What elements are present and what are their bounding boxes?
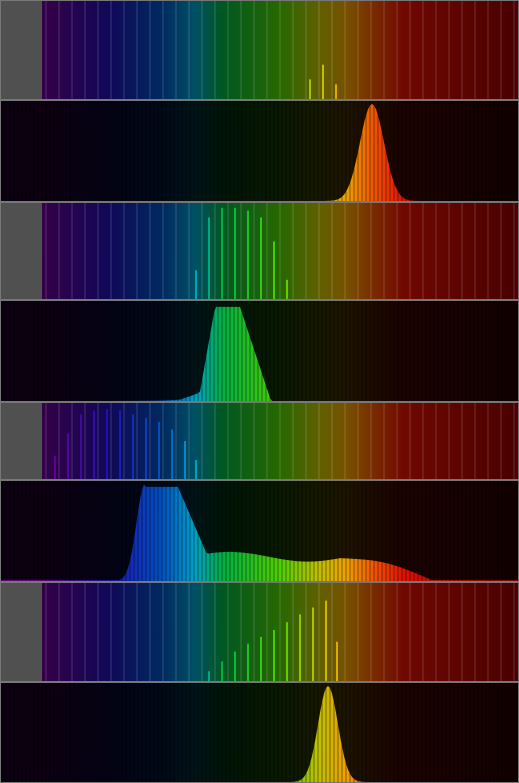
panel-gutter xyxy=(0,403,42,479)
spectrum-panel xyxy=(0,480,519,582)
panel-gutter xyxy=(0,1,42,99)
spectrum-panel xyxy=(0,682,519,783)
spectrum-panel xyxy=(0,100,519,202)
spectrum-band xyxy=(42,203,519,299)
spectrum-panel xyxy=(0,402,519,480)
spectrum-curve xyxy=(0,306,519,401)
spectrum-panel xyxy=(0,300,519,402)
spectrum-band xyxy=(42,403,519,479)
spectrum-band xyxy=(42,1,519,99)
panel-gutter xyxy=(0,203,42,299)
spectrum-band xyxy=(42,583,519,681)
spectrum-panel xyxy=(0,0,519,100)
spectrum-band xyxy=(0,101,519,201)
spectrum-curve xyxy=(0,484,519,581)
spectrum-panel xyxy=(0,582,519,682)
spectrum-band xyxy=(0,683,519,782)
spectrum-curve xyxy=(0,104,519,201)
panel-gutter xyxy=(0,583,42,681)
spectrum-panel xyxy=(0,202,519,300)
